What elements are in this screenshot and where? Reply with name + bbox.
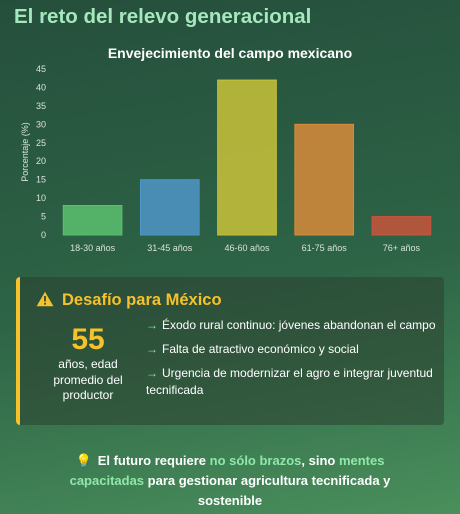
footer-highlight-2: mentes capacitadas — [69, 453, 385, 488]
footer-text-1: El futuro requiere — [97, 453, 210, 468]
lightbulb-icon: 💡 — [75, 453, 92, 468]
age-bar-chart: Porcentaje (%) 0 5 10 15 20 25 30 35 40 45 18-30 a… — [20, 64, 432, 253]
footer-message: 💡 El futuro requiere no sólo brazos, sino… — [60, 451, 400, 511]
y-tick-label: 45 — [36, 64, 46, 74]
x-tick-label: 76+ años — [383, 243, 421, 253]
y-axis-label: Porcentaje (%) — [20, 122, 30, 182]
bar — [62, 204, 123, 236]
y-tick-label: 0 — [41, 230, 46, 240]
stat-number: 55 — [71, 323, 105, 356]
footer-text-3: para gestionar agricultura tecnificada y… — [144, 473, 391, 508]
x-tick-label: 61-75 años — [302, 243, 348, 253]
arrow-right-icon: → — [146, 318, 158, 332]
x-tick-label: 31-45 años — [147, 243, 193, 253]
y-tick-label: 15 — [36, 175, 46, 185]
y-tick-label: 30 — [36, 119, 46, 129]
y-tick-label: 25 — [36, 138, 46, 148]
page-title: El reto del relevo generacional — [14, 5, 312, 28]
y-tick-label: 20 — [36, 156, 46, 166]
list-item: → Falta de atractivo económico y social — [146, 341, 436, 358]
y-tick-label: 5 — [41, 212, 46, 222]
arrow-right-icon: → — [146, 366, 158, 380]
x-tick-label: 46-60 años — [224, 243, 270, 253]
challenge-card: Desafío para México 55 años, edad promed… — [16, 277, 444, 425]
y-tick-label: 35 — [36, 101, 46, 111]
bar — [217, 79, 277, 236]
bar — [371, 216, 432, 236]
challenge-heading: Desafío para México — [36, 291, 222, 310]
x-tick-label: 18-30 años — [70, 243, 116, 253]
list-item: → Urgencia de modernizar el agro e integr… — [146, 365, 436, 399]
stat-caption: años, edad promedio del productor — [53, 357, 123, 402]
chart-title: Envejecimiento del campo mexicano — [107, 45, 353, 61]
bar — [294, 123, 355, 236]
list-item: → Éxodo rural continuo: jóvenes abandonan… — [146, 317, 436, 334]
point-text: Éxodo rural continuo: jóvenes abandonan … — [162, 318, 436, 332]
y-tick-label: 40 — [36, 82, 46, 92]
warning-icon — [36, 291, 54, 307]
point-text: Falta de atractivo económico y social — [162, 342, 359, 356]
point-text: Urgencia de modernizar el agro e integra… — [146, 366, 433, 397]
footer-highlight-1: no sólo brazos — [209, 453, 302, 468]
arrow-right-icon: → — [146, 342, 158, 356]
footer-text-2: , sino — [301, 453, 339, 468]
challenge-title: Desafío para México — [62, 291, 222, 309]
challenge-points: → Éxodo rural continuo: jóvenes abandonan… — [146, 317, 436, 406]
y-tick-label: 10 — [36, 193, 46, 203]
bar — [139, 179, 200, 236]
